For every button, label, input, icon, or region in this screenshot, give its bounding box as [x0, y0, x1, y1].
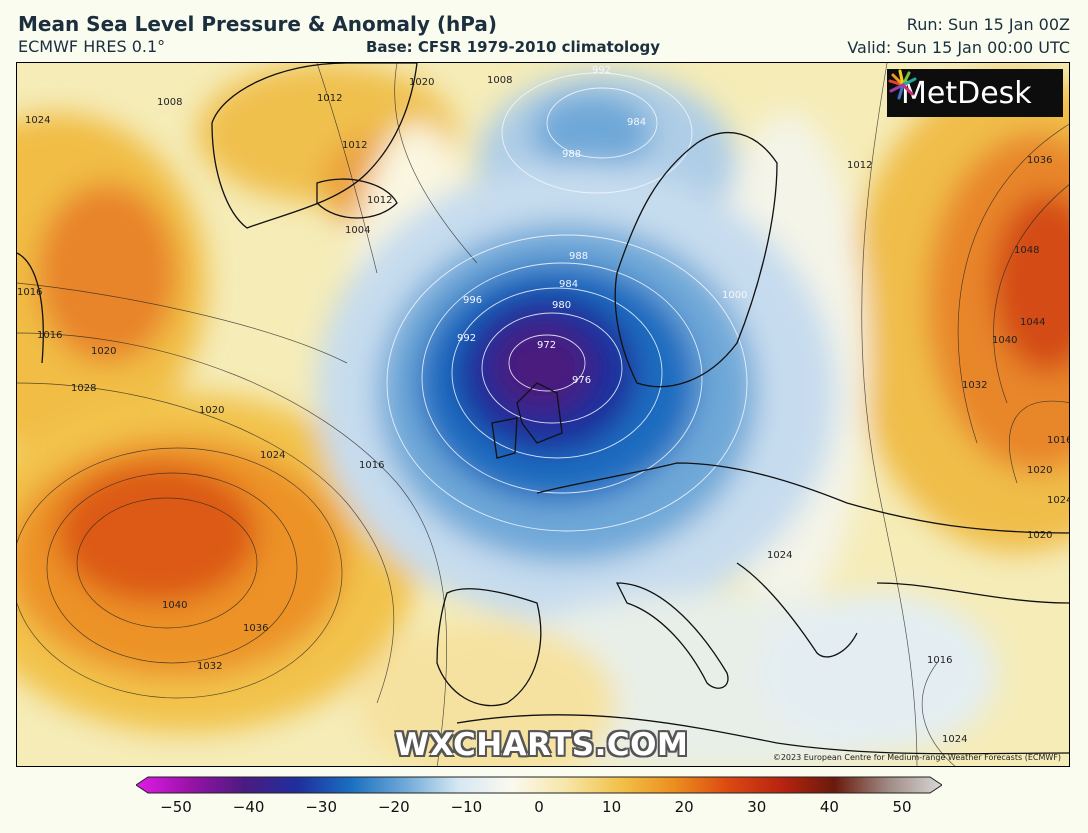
- colorbar-tick-label: −50: [160, 798, 192, 816]
- colorbar-tick-label: −10: [450, 798, 483, 816]
- anomaly-field: [17, 63, 1069, 766]
- colorbar-tick-label: 10: [602, 798, 622, 816]
- contour-label: 1016: [17, 287, 42, 298]
- pressure-anomaly-map: 1020 1008 1012 1012 1016 1024 1012 1004 …: [16, 62, 1070, 767]
- contour-label: 1004: [345, 225, 370, 236]
- colorbar-tick-label: 20: [674, 798, 694, 816]
- model-label: ECMWF HRES 0.1°: [18, 37, 166, 56]
- contour-label: 992: [592, 65, 611, 76]
- map-canvas: 1020 1008 1012 1012 1016 1024 1012 1004 …: [17, 63, 1070, 766]
- chart-title: Mean Sea Level Pressure & Anomaly (hPa): [18, 12, 498, 36]
- contour-label: 1016: [927, 655, 952, 666]
- valid-time-label: Valid: Sun 15 Jan 00:00 UTC: [847, 38, 1070, 57]
- coastlines: [17, 63, 1069, 755]
- contour-label: 1024: [942, 734, 967, 745]
- copyright-notice: ©2023 European Centre for Medium-range W…: [772, 753, 1061, 762]
- contour-label: 1040: [992, 335, 1017, 346]
- contour-label: 1020: [91, 346, 116, 357]
- contour-label: 1044: [1020, 317, 1045, 328]
- contour-label: 1020: [409, 77, 434, 88]
- colorbar-tick-label: −30: [305, 798, 338, 816]
- colorbar-tick-label: 0: [534, 798, 544, 816]
- contour-label: 1016: [359, 460, 384, 471]
- contour-label: 1024: [1047, 495, 1070, 506]
- contour-label: 984: [627, 117, 646, 128]
- contour-label: 996: [463, 295, 482, 306]
- contour-label: 1036: [243, 623, 268, 634]
- contour-label: 1012: [847, 160, 872, 171]
- isobar-lines-low: [386, 72, 748, 532]
- contour-label: 1048: [1014, 245, 1039, 256]
- colorbar-tick-label: −40: [232, 798, 265, 816]
- contour-label: 1024: [25, 115, 50, 126]
- contour-label: 1020: [1027, 465, 1052, 476]
- watermark: WXCHARTS.COM: [395, 727, 689, 763]
- run-time-label: Run: Sun 15 Jan 00Z: [906, 15, 1070, 34]
- colorbar-tick-label: −20: [377, 798, 410, 816]
- contour-label: 972: [537, 340, 556, 351]
- colorbar-ramp: [136, 776, 942, 794]
- contour-label: 1012: [342, 140, 367, 151]
- colorbar-tick-label: 50: [892, 798, 912, 816]
- contour-label: 1008: [157, 97, 182, 108]
- contour-label: 1036: [1027, 155, 1052, 166]
- contour-label: 1024: [260, 450, 285, 461]
- contour-label: 988: [562, 149, 581, 160]
- contour-label: 984: [559, 279, 578, 290]
- logo-text: MetDesk: [901, 75, 1032, 111]
- contour-label: 1020: [1027, 530, 1052, 541]
- metdesk-burst-logo-icon: [888, 69, 917, 100]
- climatology-base-label: Base: CFSR 1979-2010 climatology: [366, 38, 661, 56]
- metdesk-logo: MetDesk: [887, 69, 1063, 117]
- contour-label: 1040: [162, 600, 187, 611]
- contour-label: 1024: [767, 550, 792, 561]
- contour-label: 1016: [1047, 435, 1070, 446]
- contour-label: 976: [572, 375, 591, 386]
- contour-label: 1032: [962, 380, 987, 391]
- contour-label: 992: [457, 333, 476, 344]
- contour-label: 1008: [487, 75, 512, 86]
- contour-label: 980: [552, 300, 571, 311]
- contour-label: 1032: [197, 661, 222, 672]
- contour-label: 1028: [71, 383, 96, 394]
- anomaly-colorbar: [136, 776, 942, 794]
- contour-label: 988: [569, 251, 588, 262]
- contour-labels: 1020 1008 1012 1012 1016 1024 1012 1004 …: [17, 65, 1070, 745]
- contour-label: 1000: [722, 290, 747, 301]
- colorbar-tick-labels: −50 −40 −30 −20 −10 0 10 20 30 40 50: [0, 798, 1088, 818]
- colorbar-tick-label: 40: [819, 798, 839, 816]
- contour-label: 1012: [367, 195, 392, 206]
- contour-label: 1016: [37, 330, 62, 341]
- contour-label: 1012: [317, 93, 342, 104]
- contour-label: 1020: [199, 405, 224, 416]
- isobar-lines: [17, 63, 1069, 766]
- colorbar-tick-label: 30: [747, 798, 767, 816]
